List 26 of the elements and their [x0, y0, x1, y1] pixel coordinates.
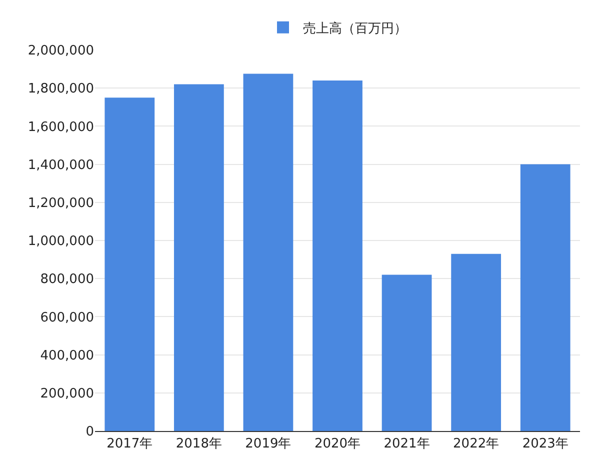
x-tick-label: 2023年: [522, 436, 568, 452]
y-tick-label: 1,800,000: [28, 82, 94, 97]
y-tick-label: 1,400,000: [28, 158, 94, 173]
legend-label: 売上高（百万円）: [303, 20, 407, 36]
x-tick-label: 2019年: [245, 436, 292, 452]
x-tick-label: 2022年: [453, 436, 500, 452]
y-tick-label: 1,000,000: [28, 234, 94, 250]
y-tick-label: 600,000: [40, 310, 94, 326]
bar: [174, 84, 224, 431]
x-tick-label: 2018年: [176, 436, 222, 452]
y-tick-label: 1,200,000: [28, 196, 94, 211]
bar: [451, 254, 502, 431]
y-tick-label: 200,000: [40, 386, 94, 402]
y-tick-label: 400,000: [40, 348, 94, 364]
y-tick-label: 0: [86, 424, 94, 440]
bar: [243, 74, 294, 431]
bar: [520, 164, 570, 431]
x-tick-label: 2020年: [314, 436, 361, 452]
y-tick-label: 1,600,000: [28, 120, 94, 135]
y-tick-label: 2,000,000: [28, 44, 94, 59]
x-tick-label: 2021年: [384, 436, 430, 452]
bar: [104, 98, 155, 431]
y-tick-label: 800,000: [40, 272, 94, 288]
x-tick-label: 2017年: [106, 436, 153, 452]
bar: [312, 80, 362, 431]
bar: [382, 274, 432, 431]
